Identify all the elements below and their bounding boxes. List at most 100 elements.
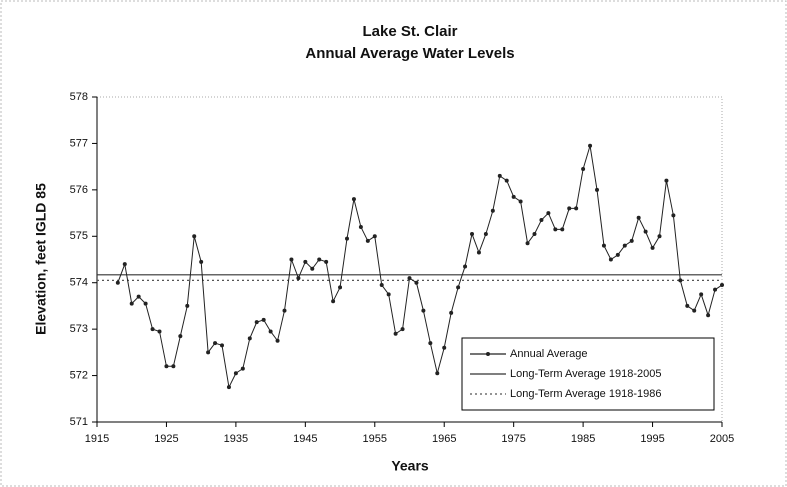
data-point: [713, 287, 718, 292]
data-point: [372, 234, 377, 239]
data-point: [442, 345, 447, 350]
y-tick-label: 576: [70, 184, 88, 196]
data-point: [233, 371, 238, 376]
data-point: [622, 243, 627, 248]
data-point: [351, 197, 356, 202]
y-tick-label: 577: [70, 137, 88, 149]
data-point: [282, 308, 287, 313]
data-point: [421, 308, 426, 313]
data-point: [400, 327, 405, 332]
data-point: [358, 225, 363, 229]
data-point: [608, 257, 613, 262]
data-point: [365, 238, 370, 243]
data-point: [324, 259, 329, 264]
data-point: [678, 278, 683, 283]
y-tick-label: 572: [70, 369, 88, 381]
x-tick-label: 1965: [432, 433, 456, 445]
data-point: [428, 341, 433, 346]
data-line: [117, 145, 723, 389]
data-point: [546, 211, 551, 216]
data-point: [601, 243, 606, 248]
x-tick-label: 1975: [501, 433, 525, 445]
data-point: [261, 317, 266, 322]
data-point: [178, 334, 183, 339]
legend-label: Long-Term Average 1918-2005: [510, 368, 661, 380]
data-point: [532, 231, 537, 236]
data-point: [581, 166, 586, 171]
y-tick-label: 574: [70, 277, 88, 289]
data-point: [553, 227, 558, 232]
data-point: [490, 208, 495, 213]
x-tick-label: 2005: [710, 433, 734, 445]
data-point: [518, 199, 523, 204]
data-point: [483, 231, 488, 236]
data-point: [643, 229, 648, 234]
data-point: [345, 236, 349, 241]
x-tick-label: 1915: [85, 433, 109, 445]
y-tick-label: 575: [70, 230, 88, 242]
data-point: [706, 313, 711, 318]
data-point: [456, 285, 461, 290]
x-tick-label: 1985: [571, 433, 595, 445]
x-tick-label: 1955: [363, 433, 387, 445]
legend-label: Annual Average: [510, 348, 587, 360]
data-point: [476, 250, 481, 255]
x-axis-label: Years: [391, 458, 429, 474]
data-point: [414, 280, 419, 285]
data-point: [615, 252, 620, 257]
data-point: [317, 257, 322, 262]
x-tick-label: 1925: [154, 433, 178, 445]
data-point: [497, 173, 502, 178]
y-tick-label: 578: [70, 91, 88, 103]
data-point: [122, 262, 127, 267]
chart-subtitle: Annual Average Water Levels: [305, 45, 514, 62]
data-point: [671, 213, 676, 218]
data-point: [595, 187, 599, 192]
data-point: [129, 301, 134, 306]
data-point: [115, 280, 120, 285]
data-point: [386, 292, 391, 297]
data-point: [449, 310, 454, 315]
data-point: [629, 238, 634, 243]
data-point: [657, 234, 662, 239]
data-point: [574, 206, 579, 211]
data-point: [650, 245, 655, 250]
data-point: [338, 285, 343, 290]
data-point: [393, 331, 398, 336]
data-point: [206, 350, 211, 355]
data-point: [303, 259, 308, 264]
data-point: [185, 303, 190, 308]
data-point: [268, 329, 273, 334]
data-point: [247, 336, 252, 341]
data-point: [220, 343, 224, 348]
data-point: [199, 259, 204, 264]
data-point: [504, 178, 509, 183]
legend-label: Long-Term Average 1918-1986: [510, 388, 661, 400]
data-point: [407, 276, 412, 281]
x-tick-label: 1995: [640, 433, 664, 445]
data-point: [150, 327, 155, 332]
data-point: [567, 206, 572, 211]
data-point: [157, 329, 162, 334]
data-point: [240, 366, 245, 371]
data-point: [511, 194, 516, 199]
y-tick-label: 573: [70, 323, 88, 335]
y-tick-label: 571: [70, 416, 88, 428]
data-point: [664, 178, 669, 183]
data-point: [463, 264, 468, 269]
data-point: [171, 364, 176, 369]
data-point: [525, 241, 530, 246]
x-tick-label: 1945: [293, 433, 317, 445]
legend: Annual Average Long-Term Average 1918-200…: [461, 337, 715, 411]
data-point: [685, 303, 690, 308]
data-point: [331, 299, 336, 304]
data-point: [213, 341, 218, 346]
y-axis-label: Elevation, feet IGLD 85: [33, 183, 49, 335]
data-point: [470, 231, 474, 236]
legend-marker: [486, 352, 490, 356]
data-point: [289, 257, 294, 262]
x-tick-label: 1935: [224, 433, 248, 445]
data-point: [226, 385, 231, 390]
